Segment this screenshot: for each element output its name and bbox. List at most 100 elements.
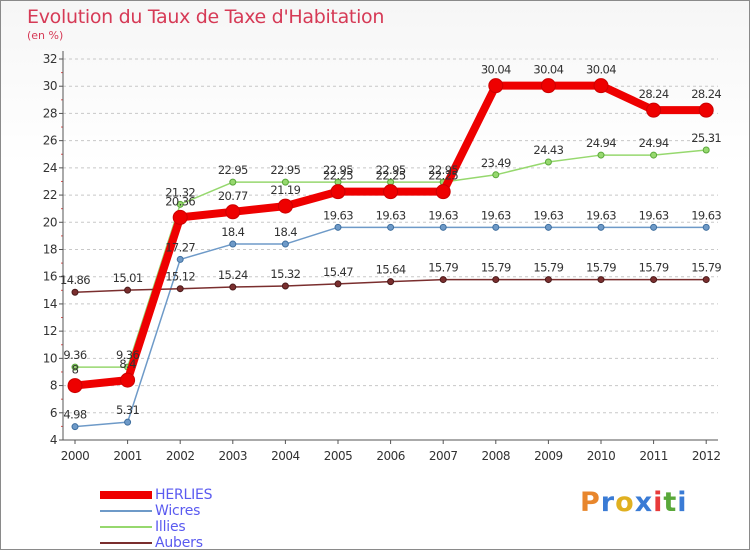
- data-point-wicres: [650, 223, 658, 231]
- data-label-aubers: 15.79: [533, 261, 563, 275]
- data-point-illies: [71, 363, 79, 371]
- data-label-wicres: 19.63: [691, 208, 721, 222]
- axes: 4 6 8 10 12 14 16 18 20 22 24 26 28 30 32 2000 2001 2002 2…: [43, 51, 721, 463]
- y-tick-label: 4: [50, 433, 57, 447]
- data-label-illies: 21.32: [165, 185, 195, 199]
- data-label-illies: 23.49: [481, 156, 511, 170]
- y-tick-label: 20: [43, 215, 57, 229]
- data-point-aubers: [281, 282, 289, 290]
- logo-letter: t: [663, 487, 678, 518]
- data-point-wicres: [281, 240, 289, 248]
- data-labels: 8 8.4 20.36 20.77 21.19 22.25 22.25 22.25 30.04 3…: [60, 63, 722, 422]
- legend-label-wicres: Wicres: [155, 503, 201, 519]
- y-tick-label: 30: [43, 79, 57, 93]
- data-label-illies: 22.95: [270, 163, 300, 177]
- data-label-aubers: 15.01: [113, 271, 143, 285]
- y-tick-label: 18: [43, 243, 57, 257]
- data-point-aubers: [124, 286, 132, 294]
- x-tick-label: 2011: [639, 449, 668, 463]
- data-point-wicres: [124, 418, 132, 426]
- x-tick-label: 2009: [534, 449, 563, 463]
- data-label-aubers: 15.79: [481, 261, 511, 275]
- data-label-aubers: 15.24: [218, 268, 248, 282]
- data-label-illies: 22.95: [428, 163, 458, 177]
- y-tick-label: 6: [50, 406, 57, 420]
- data-point-wicres: [387, 223, 395, 231]
- data-label-herlies: 20.36: [165, 194, 195, 208]
- data-point-aubers: [439, 276, 447, 284]
- series-lines: [67, 78, 714, 431]
- x-tick-label: 2002: [166, 449, 195, 463]
- x-tick-label: 2007: [429, 449, 458, 463]
- x-tick-label: 2004: [271, 449, 300, 463]
- data-label-wicres: 18.4: [221, 225, 244, 239]
- y-tick-label: 28: [43, 106, 57, 120]
- data-label-herlies: 20.77: [218, 189, 248, 203]
- legend-swatch-herlies: [100, 491, 152, 499]
- logo-letter: i: [653, 487, 664, 518]
- data-point-herlies: [646, 102, 662, 118]
- y-tick-label: 8: [50, 379, 57, 393]
- data-point-illies: [492, 171, 500, 179]
- data-label-herlies: 28.24: [639, 87, 669, 101]
- data-label-illies: 9.36: [116, 348, 139, 362]
- data-point-herlies: [488, 78, 504, 94]
- data-point-wicres: [702, 223, 710, 231]
- data-point-aubers: [176, 285, 184, 293]
- data-point-herlies: [225, 204, 241, 220]
- y-tick-label: 32: [43, 52, 57, 66]
- data-label-wicres: 5.31: [116, 403, 139, 417]
- data-point-wicres: [334, 223, 342, 231]
- data-label-herlies: 8: [72, 363, 79, 377]
- data-point-herlies: [120, 372, 136, 388]
- data-point-wicres: [439, 223, 447, 231]
- data-point-illies: [702, 146, 710, 154]
- data-label-wicres: 19.63: [376, 208, 406, 222]
- data-point-aubers: [229, 283, 237, 291]
- data-label-aubers: 15.79: [428, 261, 458, 275]
- x-tick-label: 2003: [219, 449, 248, 463]
- data-point-herlies: [383, 184, 399, 200]
- logo-letter: P: [580, 487, 601, 518]
- data-label-herlies: 22.25: [428, 169, 458, 183]
- logo-letter: i: [677, 487, 688, 518]
- data-label-wicres: 19.63: [586, 208, 616, 222]
- data-label-wicres: 4.98: [63, 408, 86, 422]
- data-label-wicres: 19.63: [323, 208, 353, 222]
- data-point-wicres: [597, 223, 605, 231]
- y-tick-label: 16: [43, 270, 57, 284]
- data-label-illies: 22.95: [376, 163, 406, 177]
- data-label-illies: 22.95: [218, 163, 248, 177]
- proxiti-logo: Proxiti: [580, 487, 688, 518]
- data-label-illies: 9.36: [63, 348, 86, 362]
- data-label-wicres: 19.63: [428, 208, 458, 222]
- data-label-aubers: 15.12: [165, 270, 195, 284]
- data-label-aubers: 15.47: [323, 265, 353, 279]
- data-point-wicres: [229, 240, 237, 248]
- data-label-herlies: 22.25: [376, 169, 406, 183]
- data-label-herlies: 8.4: [119, 357, 136, 371]
- legend-swatch-aubers: [100, 542, 152, 544]
- legend-label-herlies: HERLIES: [155, 487, 213, 503]
- data-point-wicres: [176, 255, 184, 263]
- data-point-illies: [281, 178, 289, 186]
- data-point-illies: [650, 151, 658, 159]
- legend-label-aubers: Aubers: [155, 535, 203, 551]
- data-label-wicres: 19.63: [639, 208, 669, 222]
- data-label-aubers: 15.79: [691, 261, 721, 275]
- data-label-herlies: 30.04: [586, 63, 616, 77]
- data-point-aubers: [544, 276, 552, 284]
- data-label-illies: 25.31: [691, 131, 721, 145]
- logo-letter: r: [600, 487, 616, 518]
- data-label-herlies: 30.04: [481, 63, 511, 77]
- data-point-aubers: [597, 276, 605, 284]
- data-point-herlies: [172, 209, 188, 225]
- data-label-herlies: 21.19: [270, 183, 300, 197]
- legend-label-illies: Illies: [155, 519, 186, 535]
- data-point-aubers: [334, 280, 342, 288]
- data-label-aubers: 14.86: [60, 273, 90, 287]
- chart-title: Evolution du Taux de Taxe d'Habitation: [27, 6, 385, 28]
- data-point-herlies: [330, 184, 346, 200]
- y-tick-label: 10: [43, 351, 57, 365]
